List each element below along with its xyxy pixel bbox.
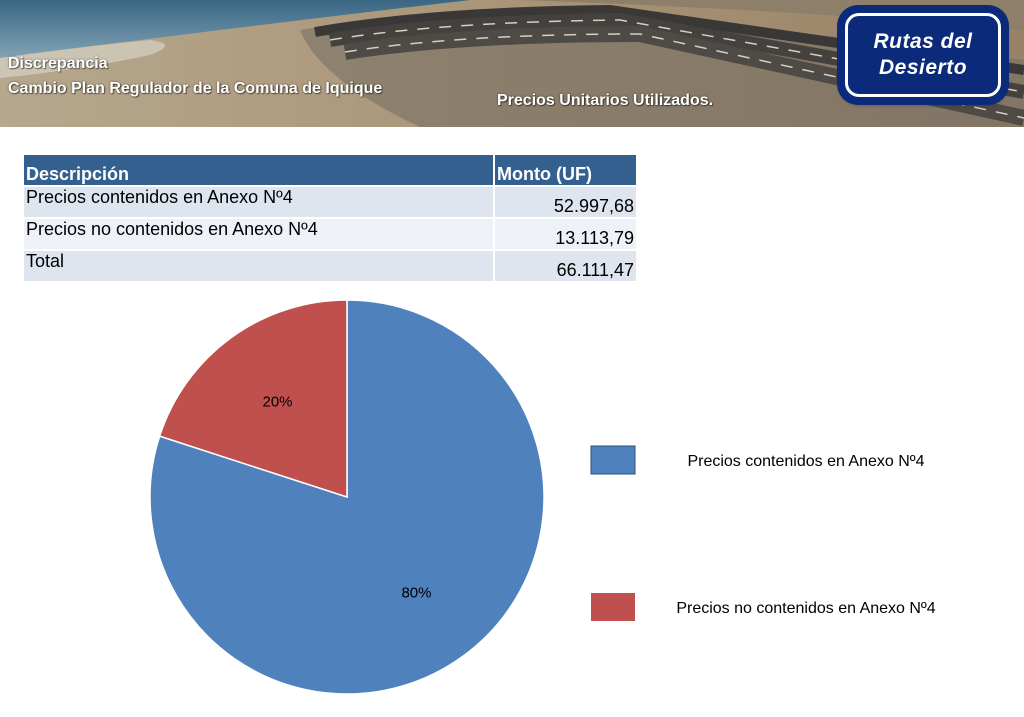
row3-amount: 66.111,47: [493, 249, 636, 281]
legend-swatch-2: [591, 593, 635, 621]
table-row: Precios no contenidos en Anexo Nº4 13.11…: [24, 217, 636, 250]
pie-slice-label-2: 20%: [263, 393, 293, 410]
rutas-del-desierto-logo: Rutas del Desierto: [840, 8, 1006, 102]
pie-slice-label-1: 80%: [401, 585, 431, 602]
amounts-table: Descripción Monto (UF) Precios contenido…: [24, 155, 636, 281]
table-header-row: Descripción Monto (UF): [24, 155, 636, 186]
header-description: Descripción: [24, 155, 494, 186]
pie-slice-2: [158, 299, 348, 499]
logo-line2: Desierto: [878, 56, 968, 79]
header-line1: Discrepancia: [8, 55, 108, 72]
legend-label-2: Precios no contenidos en Anexo Nº4: [676, 600, 935, 617]
row3-description: Total: [24, 249, 494, 281]
legend-label-1: Precios contenidos en Anexo Nº4: [687, 453, 924, 470]
row1-description: Precios contenidos en Anexo Nº4: [24, 185, 494, 218]
header-banner: Discrepancia Cambio Plan Regulador de la…: [0, 0, 1024, 127]
header-amount: Monto (UF): [493, 155, 636, 186]
table-row: Total 66.111,47: [24, 249, 636, 281]
header-line2: Cambio Plan Regulador de la Comuna de Iq…: [8, 80, 383, 97]
legend-swatch-1: [590, 445, 636, 475]
row2-amount: 13.113,79: [493, 217, 636, 250]
table-row: Precios contenidos en Anexo Nº4 52.997,6…: [24, 185, 636, 218]
row2-description: Precios no contenidos en Anexo Nº4: [24, 217, 494, 250]
logo-line1: Rutas del: [873, 30, 973, 53]
row1-amount: 52.997,68: [493, 185, 636, 218]
header-subtitle: Precios Unitarios Utilizados.: [497, 92, 714, 109]
logo-frame: Rutas del Desierto: [845, 13, 1001, 97]
